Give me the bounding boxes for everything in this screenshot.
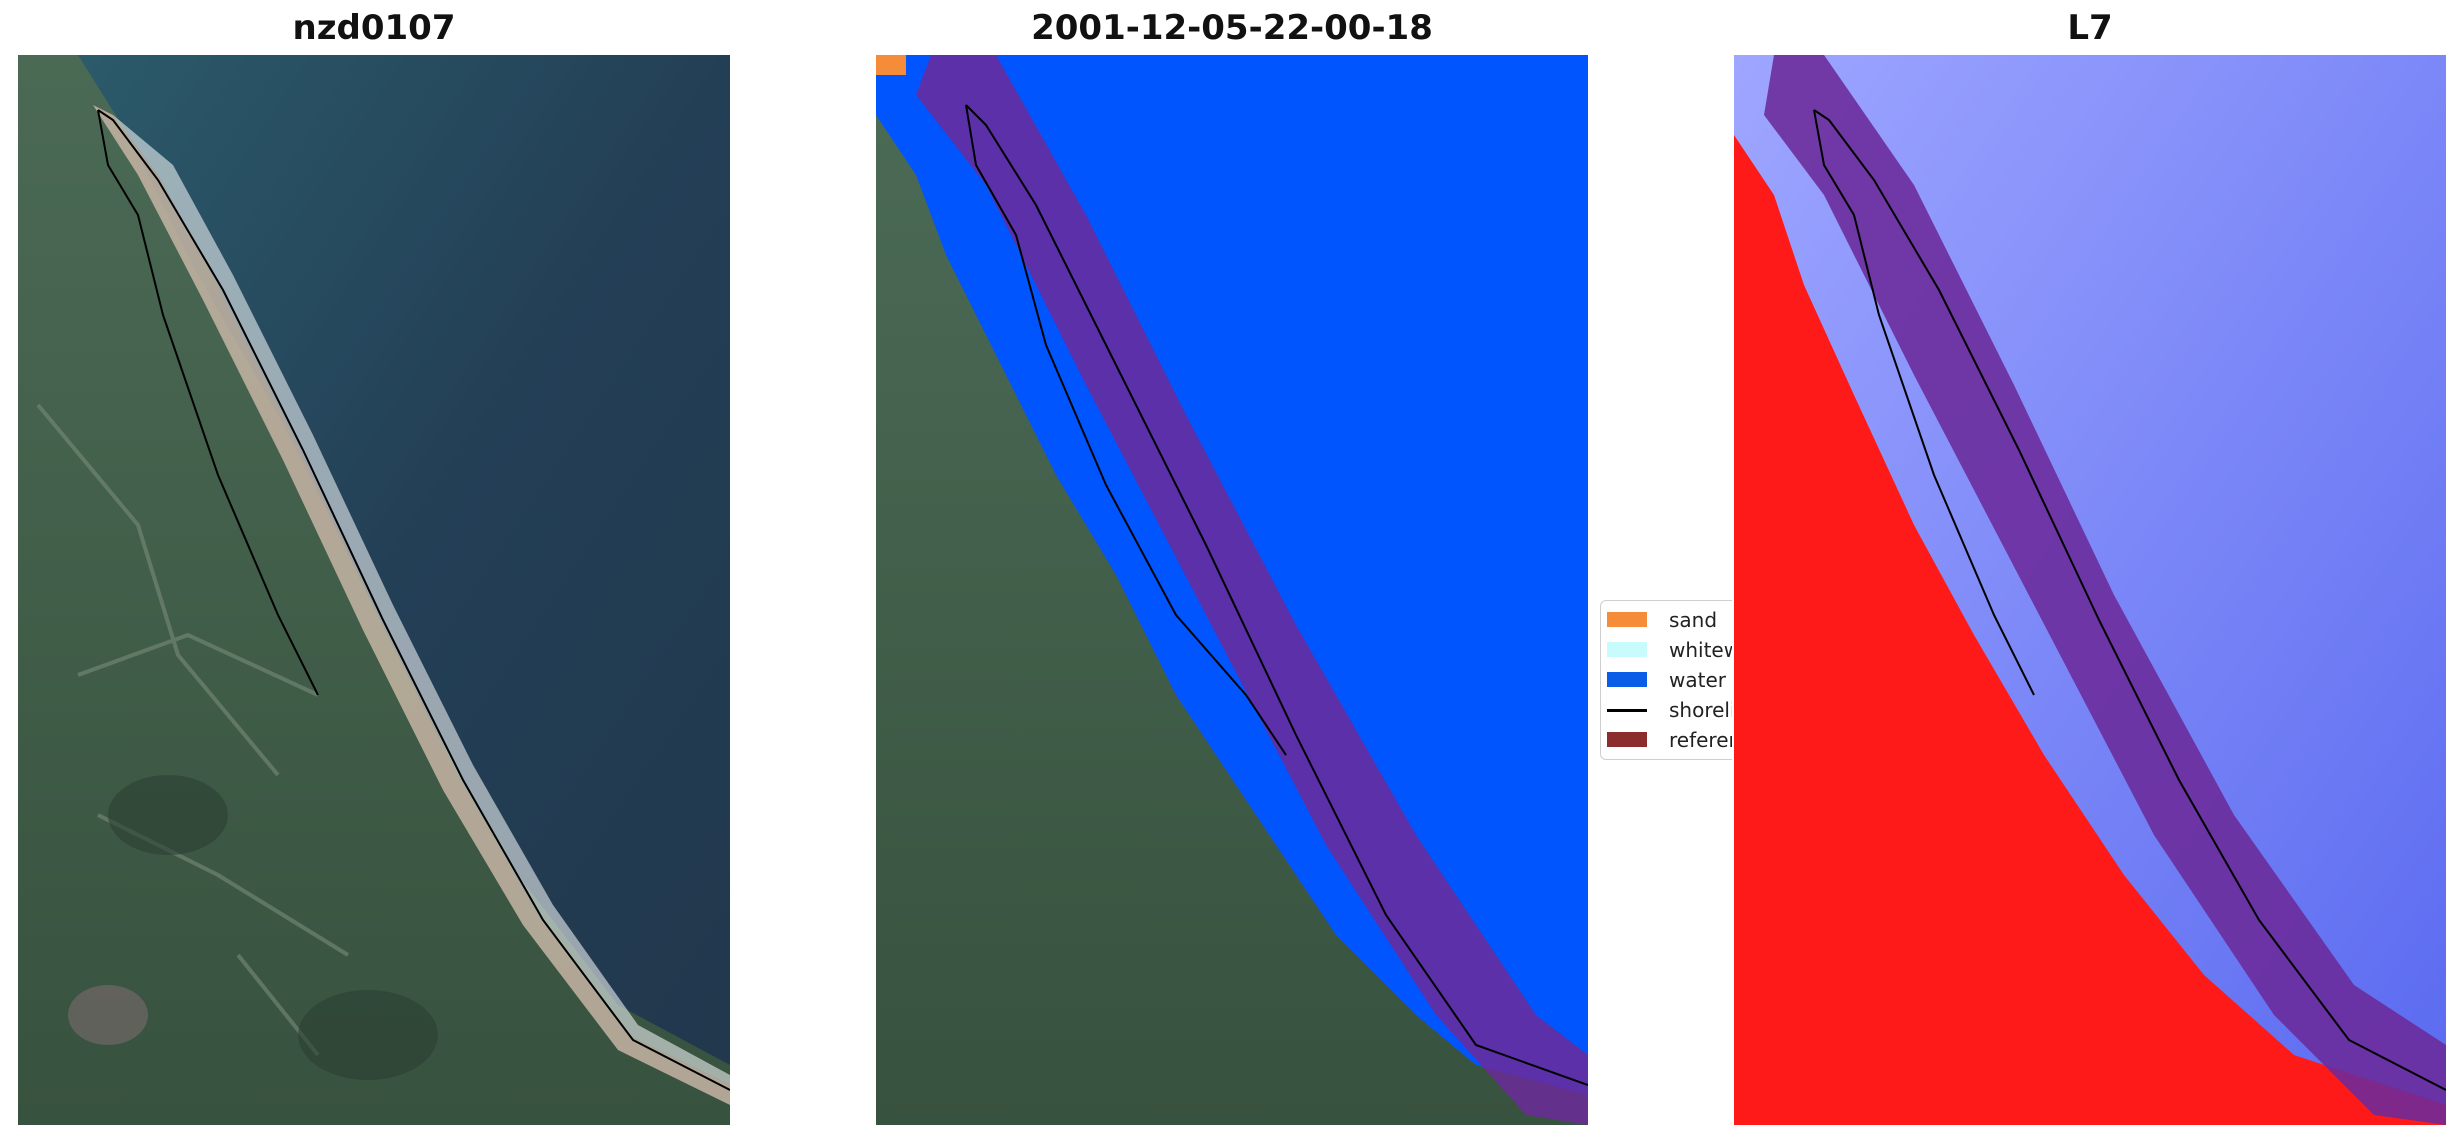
index-image <box>1734 55 2446 1125</box>
legend-label-sand: sand <box>1669 608 1718 632</box>
legend-item-shoreline: shoreline <box>1607 697 1732 723</box>
panel-title-index: L7 <box>2067 8 2113 48</box>
legend-label-water: water <box>1669 668 1726 692</box>
legend-item-sand: sand <box>1607 607 1732 633</box>
classified-image <box>876 55 1588 1125</box>
legend-label-shoreline: shoreline <box>1669 698 1732 722</box>
legend-swatch-reference-buffer <box>1607 732 1647 747</box>
panel-title-rgb: nzd0107 <box>292 8 456 48</box>
legend-swatch-whitewater <box>1607 642 1647 657</box>
legend-swatch-sand <box>1607 612 1647 627</box>
legend-swatch-water <box>1607 672 1647 687</box>
legend-swatch-shoreline <box>1607 709 1647 712</box>
rgb-satellite-image <box>18 55 730 1125</box>
legend-item-water: water <box>1607 667 1732 693</box>
panel-title-classified: 2001-12-05-22-00-18 <box>1031 8 1433 48</box>
legend-item-reference-buffer: reference shoreline buffer <box>1607 727 1732 753</box>
legend-label-reference-buffer: reference shoreline buffer <box>1669 728 1732 752</box>
